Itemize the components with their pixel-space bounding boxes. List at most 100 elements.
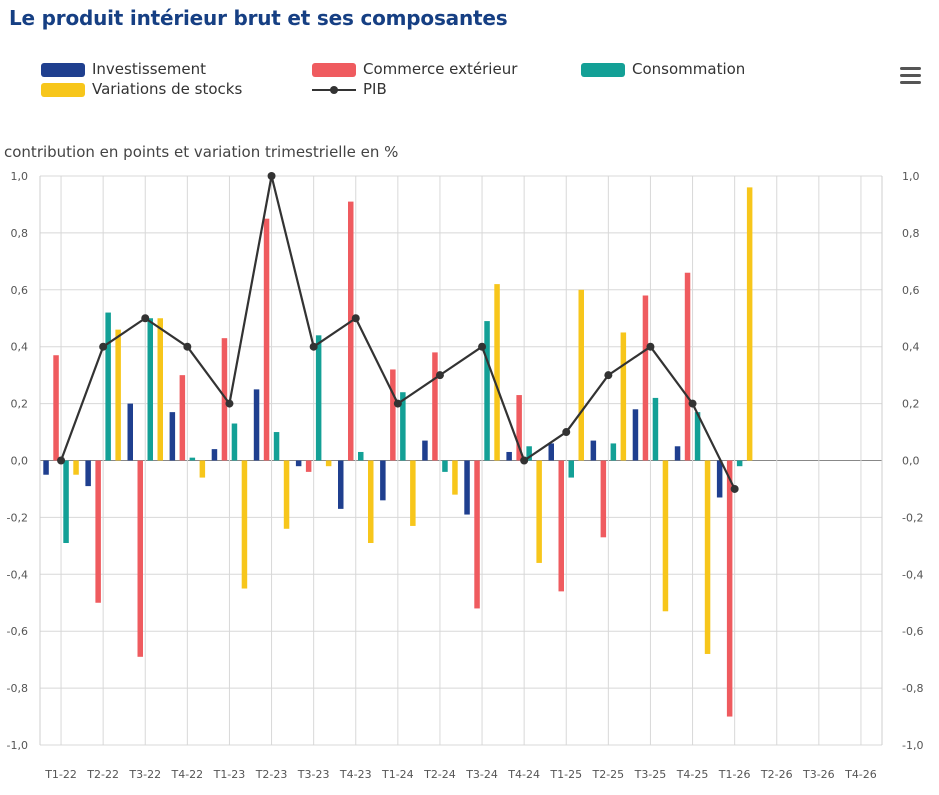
bar-consommation <box>442 460 448 472</box>
bar-commerce-ext-rieur <box>726 460 733 717</box>
pib-point <box>478 342 487 351</box>
y-tick-label-right: 0,4 <box>902 341 920 354</box>
bar-variations-de-stocks <box>578 289 584 461</box>
bar-investissement <box>211 449 218 461</box>
y-tick-label-left: -0,6 <box>7 625 28 638</box>
y-tick-label-left: 1,0 <box>11 170 29 183</box>
y-tick-label-right: 1,0 <box>902 170 920 183</box>
y-tick-label-left: -0,4 <box>7 568 28 581</box>
bar-commerce-ext-rieur <box>137 460 143 657</box>
x-tick-label: T1-26 <box>718 768 751 781</box>
pib-point <box>520 456 529 465</box>
x-tick-label: T3-25 <box>634 768 667 781</box>
x-tick-label: T2-26 <box>760 768 793 781</box>
y-tick-label-left: -1,0 <box>7 739 28 752</box>
bar-commerce-ext-rieur <box>474 460 480 609</box>
bar-commerce-ext-rieur <box>95 460 101 603</box>
bar-variations-de-stocks <box>73 460 79 475</box>
bar-commerce-ext-rieur <box>348 201 354 461</box>
bar-variations-de-stocks <box>410 460 416 526</box>
x-tick-label: T2-25 <box>592 768 625 781</box>
bar-consommation <box>568 460 574 478</box>
x-tick-label: T1-23 <box>213 768 246 781</box>
x-tick-label: T1-24 <box>381 768 414 781</box>
bar-commerce-ext-rieur <box>516 395 522 461</box>
pib-point <box>604 371 613 380</box>
y-tick-label-left: 0,2 <box>11 398 29 411</box>
legend-swatch-commerce-exterieur <box>312 63 356 77</box>
x-tick-label: T4-24 <box>507 768 540 781</box>
y-tick-label-right: -0,6 <box>902 625 923 638</box>
legend-label: Consommation <box>632 60 746 78</box>
bar-consommation <box>105 312 111 461</box>
bar-consommation <box>652 397 659 461</box>
bar-investissement <box>548 443 554 461</box>
bar-consommation <box>273 432 280 461</box>
x-tick-label: T3-26 <box>802 768 835 781</box>
bar-variations-de-stocks <box>620 332 627 461</box>
y-tick-label-right: -0,2 <box>902 511 923 524</box>
bar-commerce-ext-rieur <box>390 369 396 461</box>
legend-swatch-variations-de-stocks <box>41 83 85 97</box>
bar-commerce-ext-rieur <box>305 460 312 472</box>
menu-bar <box>900 81 921 84</box>
bar-consommation <box>189 457 196 461</box>
bar-investissement <box>380 460 386 501</box>
bar-investissement <box>338 460 344 509</box>
bar-variations-de-stocks <box>115 329 121 461</box>
legend-swatch-investissement <box>41 63 85 77</box>
bar-variations-de-stocks <box>662 460 669 612</box>
bar-variations-de-stocks <box>241 460 248 589</box>
pib-point <box>99 342 108 351</box>
bar-consommation <box>231 423 238 461</box>
bar-investissement <box>127 403 133 461</box>
bar-variations-de-stocks <box>746 187 753 461</box>
bar-investissement <box>295 460 302 467</box>
pib-point <box>183 342 192 351</box>
menu-bar <box>900 74 921 77</box>
bar-commerce-ext-rieur <box>53 355 59 461</box>
bar-consommation <box>400 392 406 461</box>
y-tick-label-left: 0,4 <box>11 341 29 354</box>
bar-investissement <box>464 460 470 515</box>
bar-consommation <box>484 321 490 461</box>
legend-label: Investissement <box>92 60 206 78</box>
x-tick-label: T3-24 <box>465 768 498 781</box>
bar-variations-de-stocks <box>199 460 206 478</box>
bar-consommation <box>147 318 153 461</box>
x-tick-label: T1-25 <box>549 768 582 781</box>
x-tick-label: T4-22 <box>171 768 204 781</box>
x-tick-label: T2-23 <box>255 768 288 781</box>
pib-point <box>57 456 66 465</box>
bar-consommation <box>610 443 617 461</box>
pib-point <box>141 314 150 323</box>
pib-point <box>646 342 655 351</box>
bar-variations-de-stocks <box>452 460 458 495</box>
bar-commerce-ext-rieur <box>642 295 649 461</box>
bar-investissement <box>85 460 91 487</box>
bar-investissement <box>169 412 176 461</box>
pib-point <box>730 484 739 493</box>
y-axis-label: contribution en points et variation trim… <box>4 143 399 161</box>
x-tick-label: T4-25 <box>676 768 709 781</box>
bar-variations-de-stocks <box>704 460 711 654</box>
bar-consommation <box>736 460 743 467</box>
bar-consommation <box>358 451 364 461</box>
chart-title: Le produit intérieur brut et ses composa… <box>9 6 508 30</box>
bar-consommation <box>315 335 322 461</box>
legend-label: Variations de stocks <box>92 80 243 98</box>
y-tick-label-left: 0,6 <box>11 284 29 297</box>
bar-variations-de-stocks <box>536 460 542 563</box>
bar-variations-de-stocks <box>283 460 290 529</box>
legend-label: PIB <box>363 80 387 98</box>
x-tick-label: T1-22 <box>44 768 77 781</box>
bar-consommation <box>694 412 701 461</box>
bar-investissement <box>422 440 428 461</box>
pib-point <box>688 399 697 408</box>
y-tick-label-right: 0,6 <box>902 284 920 297</box>
menu-bar <box>900 67 921 70</box>
bar-commerce-ext-rieur <box>684 272 691 461</box>
pib-point <box>435 371 444 380</box>
pib-point <box>562 428 571 437</box>
hamburger-menu-icon[interactable] <box>897 65 923 87</box>
